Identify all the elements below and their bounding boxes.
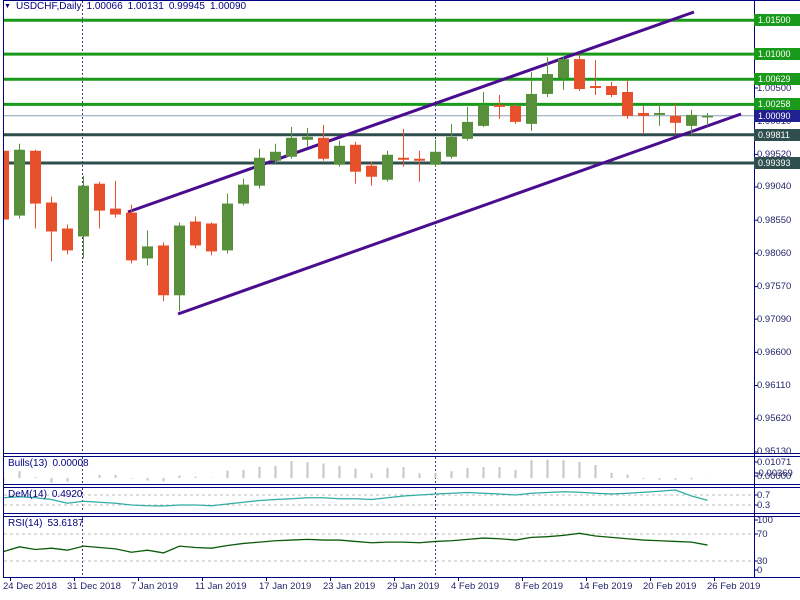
candle-body — [158, 245, 169, 296]
symbol-period-label: USDCHF,Daily — [15, 1, 82, 12]
ohlc-high: 1.00131 — [127, 1, 164, 12]
bulls-indicator-label: Bulls(13) 0.00008 — [8, 458, 89, 469]
candle-body — [286, 137, 297, 157]
candle-body — [494, 104, 505, 107]
candle-body — [638, 112, 649, 116]
bulls-value: 0.00008 — [52, 458, 89, 469]
candle-body — [462, 121, 473, 139]
candle-body — [46, 202, 57, 232]
bulls-name: Bulls(13) — [8, 458, 48, 469]
candle-body — [526, 93, 537, 124]
candle-body — [430, 151, 441, 165]
ohlc-open: 1.00066 — [86, 1, 123, 12]
candle-body — [686, 114, 697, 126]
channel-upper-line — [127, 10, 695, 214]
rsi-indicator-label: RSI(14) 53.6187 — [8, 518, 84, 529]
candle-body — [590, 86, 601, 88]
chart-title: ▼ USDCHF,Daily 1.00066 1.00131 0.99945 1… — [4, 1, 246, 12]
candle-body — [622, 91, 633, 116]
candle-body — [446, 136, 457, 157]
rsi-line — [4, 532, 708, 554]
channel-lower-line — [177, 112, 742, 316]
candle-body — [78, 185, 89, 237]
ohlc-low: 0.99945 — [168, 1, 205, 12]
candle-body — [190, 221, 201, 246]
candle-body — [702, 115, 713, 118]
candles — [4, 54, 713, 312]
candle-body — [222, 203, 233, 251]
candle-body — [334, 145, 345, 165]
candle-body — [510, 105, 521, 122]
candle-body — [206, 223, 217, 252]
candle-body — [126, 212, 137, 261]
symbol-dropdown-icon[interactable]: ▼ — [4, 3, 11, 10]
dem-indicator-label: DeM(14) 0.4920 — [8, 489, 83, 500]
rsi-value: 53.6187 — [47, 518, 84, 529]
candle-body — [174, 225, 185, 296]
candle-body — [398, 157, 409, 160]
candle-body — [670, 115, 681, 123]
candle-body — [302, 136, 313, 140]
candle-body — [414, 158, 425, 161]
candle-body — [4, 150, 9, 220]
candle-body — [62, 228, 73, 251]
bulls-histogram — [4, 459, 709, 483]
candle-body — [254, 157, 265, 186]
candle-body — [382, 154, 393, 180]
dem-line — [4, 489, 708, 507]
candle-body — [654, 112, 665, 115]
ohlc-close: 1.00090 — [209, 1, 247, 12]
candle-body — [606, 86, 617, 95]
candle-body — [350, 144, 361, 172]
candle-body — [110, 208, 121, 215]
candle-body — [14, 149, 25, 216]
candle-body — [558, 59, 569, 79]
candle-body — [270, 151, 281, 161]
candle-body — [542, 74, 553, 94]
candle-body — [318, 137, 329, 159]
candle-body — [366, 165, 377, 177]
candle-body — [478, 105, 489, 126]
panel-frames — [3, 0, 800, 578]
dem-name: DeM(14) — [8, 489, 47, 500]
candle-body — [30, 150, 41, 204]
candle-body — [574, 59, 585, 90]
dem-value: 0.4920 — [51, 489, 83, 500]
rsi-name: RSI(14) — [8, 518, 43, 529]
candle-body — [142, 246, 153, 259]
candle-body — [94, 183, 105, 211]
candle-body — [238, 184, 249, 204]
